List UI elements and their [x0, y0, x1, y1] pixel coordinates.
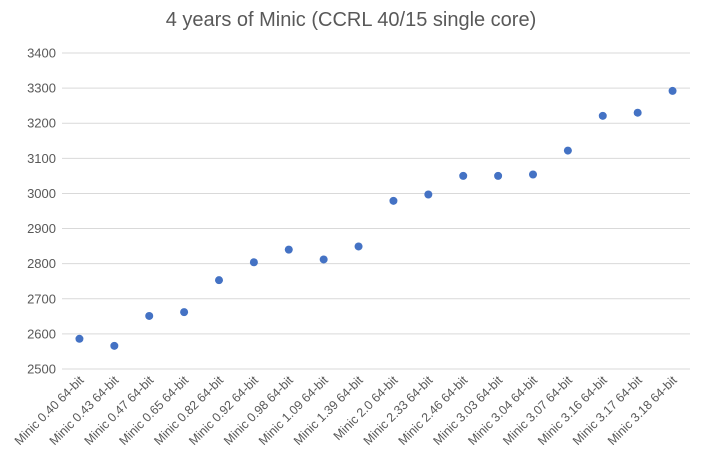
- data-point: [529, 170, 537, 179]
- y-tick-label: 2800: [27, 256, 56, 271]
- data-point: [249, 258, 258, 267]
- y-axis-ticks: 2500 2600 2700 2800 2900 3000 3100 3200 3300 3400: [27, 46, 56, 377]
- data-point: [459, 171, 468, 180]
- y-tick-label: 2900: [27, 221, 56, 236]
- data-points: [75, 86, 677, 350]
- data-point: [354, 242, 363, 251]
- y-tick-label: 3000: [27, 186, 56, 201]
- data-point: [633, 108, 642, 117]
- data-point: [319, 255, 328, 264]
- y-tick-label: 3100: [27, 151, 56, 166]
- y-tick-label: 3300: [27, 81, 56, 96]
- gridlines: [62, 52, 690, 370]
- data-point: [598, 111, 607, 120]
- y-tick-label: 2500: [27, 362, 56, 377]
- y-tick-label: 2700: [27, 291, 56, 306]
- y-tick-label: 3400: [27, 46, 56, 61]
- data-point: [563, 146, 572, 155]
- chart-title: 4 years of Minic (CCRL 40/15 single core…: [166, 9, 537, 31]
- data-point: [424, 190, 433, 199]
- data-point: [75, 334, 84, 343]
- data-point: [389, 196, 398, 205]
- data-point: [215, 276, 223, 285]
- data-point: [110, 341, 119, 350]
- y-tick-label: 3200: [27, 116, 56, 131]
- data-point: [668, 86, 677, 95]
- data-point: [180, 308, 189, 317]
- data-point: [284, 245, 293, 254]
- y-tick-label: 2600: [27, 326, 56, 341]
- data-point: [145, 311, 154, 320]
- data-point: [494, 171, 503, 180]
